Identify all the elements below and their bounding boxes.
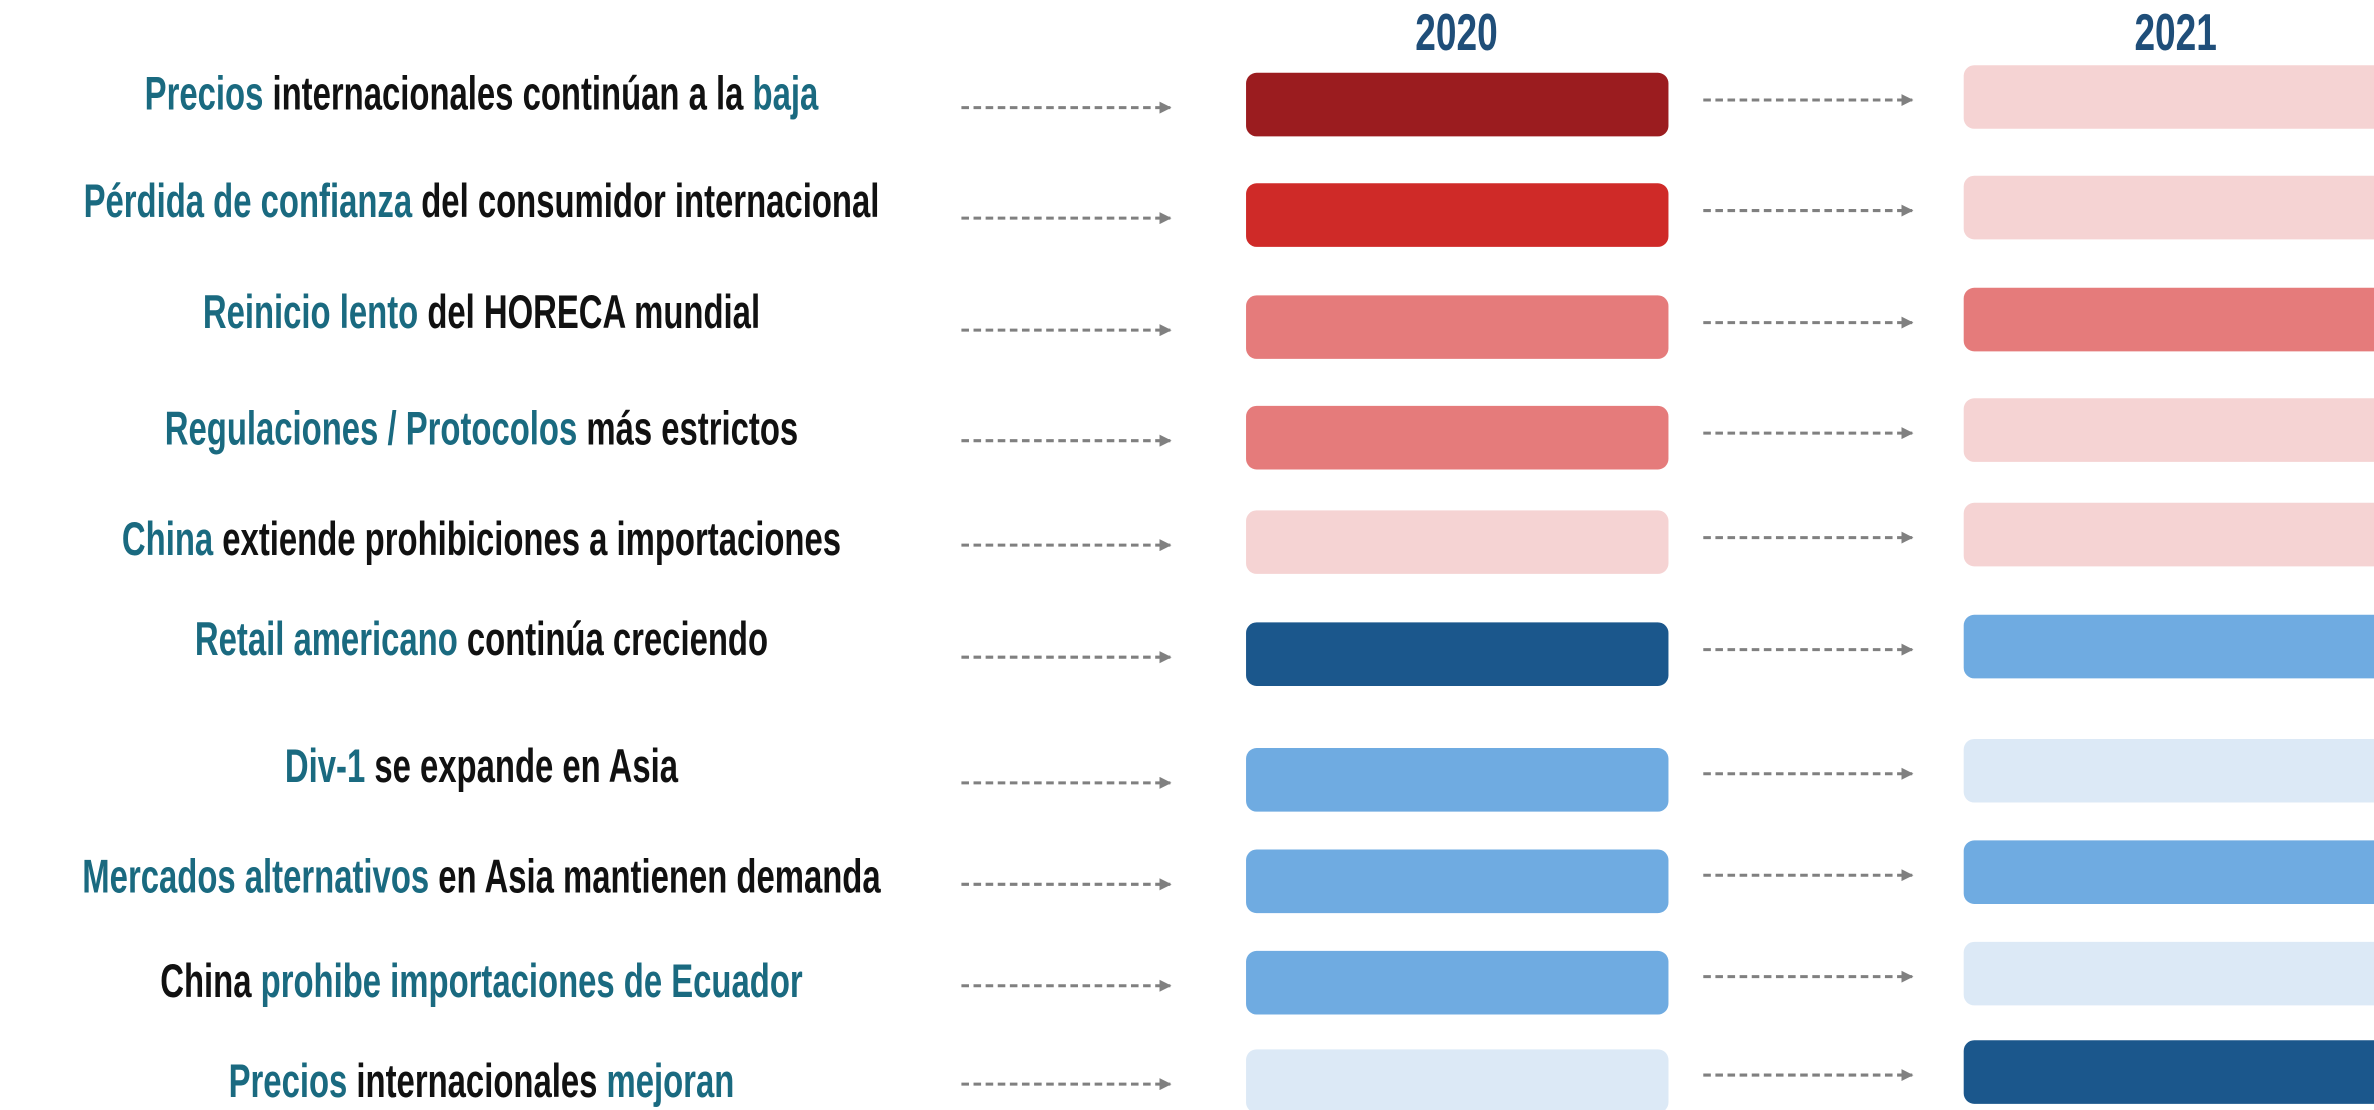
impact-bar <box>1963 941 2374 1006</box>
row-label-group: Retail americano continúa creciendo <box>195 612 768 665</box>
column-header: 2020 <box>1415 3 1497 62</box>
plain-text: más estrictos <box>577 401 798 454</box>
highlight-text: Precios <box>229 1054 348 1107</box>
row-label-group: Pérdida de confianza del consumidor inte… <box>84 174 880 227</box>
highlight-text: Precios <box>145 67 264 120</box>
impact-bar <box>1963 287 2374 352</box>
column-header-group: 2021 <box>2134 3 2216 62</box>
impact-bar <box>1246 295 1669 359</box>
plain-text: se expande en Asia <box>365 739 678 792</box>
impact-bar <box>1246 950 1669 1015</box>
row-label: Regulaciones / Protocolos más estrictos <box>165 401 798 454</box>
row-label: China prohibe importaciones de Ecuador <box>160 954 803 1007</box>
impact-bar <box>1963 840 2374 904</box>
impact-bar <box>1963 614 2374 679</box>
row-label-group: Regulaciones / Protocolos más estrictos <box>165 401 798 454</box>
impact-bar <box>1246 849 1669 914</box>
row-label-group: Precios internacionales continúan a la b… <box>145 67 819 120</box>
impact-bar <box>1963 738 2374 803</box>
highlight-text: Regulaciones / Protocolos <box>165 401 577 454</box>
impact-bar <box>1963 398 2374 462</box>
highlight-text: Mercados alternativos <box>82 849 429 902</box>
impact-bar <box>1246 510 1669 574</box>
row-label-group: China prohibe importaciones de Ecuador <box>160 954 803 1007</box>
column-header-group: 2020 <box>1415 3 1497 62</box>
impact-bar <box>1246 622 1669 686</box>
impact-bar <box>1963 175 2374 240</box>
highlight-text: China <box>122 512 214 565</box>
impact-bar <box>1246 183 1669 247</box>
row-label-group: Precios internacionales mejoran <box>229 1054 735 1107</box>
row-label-group: Div-1 se expande en Asia <box>285 739 678 792</box>
plain-text: internacionales <box>347 1054 606 1107</box>
row-label: Pérdida de confianza del consumidor inte… <box>84 174 880 227</box>
row-label: Precios internacionales mejoran <box>229 1054 735 1107</box>
highlight-text: Div-1 <box>285 739 365 792</box>
impact-bar <box>1963 502 2374 567</box>
highlight-text: mejoran <box>607 1054 735 1107</box>
highlight-text: baja <box>753 67 819 120</box>
plain-text: del consumidor internacional <box>412 174 879 227</box>
row-label: Reinicio lento del HORECA mundial <box>203 285 760 338</box>
row-label: Precios internacionales continúan a la b… <box>145 67 819 120</box>
row-label-group: Reinicio lento del HORECA mundial <box>203 285 760 338</box>
plain-text: internacionales continúan a la <box>263 67 752 120</box>
row-label: Retail americano continúa creciendo <box>195 612 768 665</box>
row-label-group: Mercados alternativos en Asia mantienen … <box>82 849 881 902</box>
impact-bar <box>1963 65 2374 129</box>
row-label-group: China extiende prohibiciones a importaci… <box>122 512 841 565</box>
plain-text: China <box>160 954 260 1007</box>
plain-text: continúa creciendo <box>458 612 768 665</box>
column-header: 2021 <box>2134 3 2216 62</box>
row-label: China extiende prohibiciones a importaci… <box>122 512 841 565</box>
plain-text: en Asia mantienen demanda <box>429 849 881 902</box>
highlight-text: Reinicio lento <box>203 285 418 338</box>
highlight-text: Pérdida de confianza <box>84 174 413 227</box>
impact-bar <box>1963 1040 2374 1104</box>
plain-text: extiende prohibiciones a importaciones <box>213 512 841 565</box>
impact-bar <box>1246 405 1669 470</box>
impact-bar <box>1246 1049 1669 1110</box>
plain-text: del HORECA mundial <box>418 285 760 338</box>
row-label: Mercados alternativos en Asia mantienen … <box>82 849 881 902</box>
highlight-text: prohibe importaciones de Ecuador <box>261 954 803 1007</box>
impact-bar <box>1246 72 1669 137</box>
highlight-text: Retail americano <box>195 612 458 665</box>
row-label: Div-1 se expande en Asia <box>285 739 678 792</box>
impact-bar <box>1246 748 1669 812</box>
